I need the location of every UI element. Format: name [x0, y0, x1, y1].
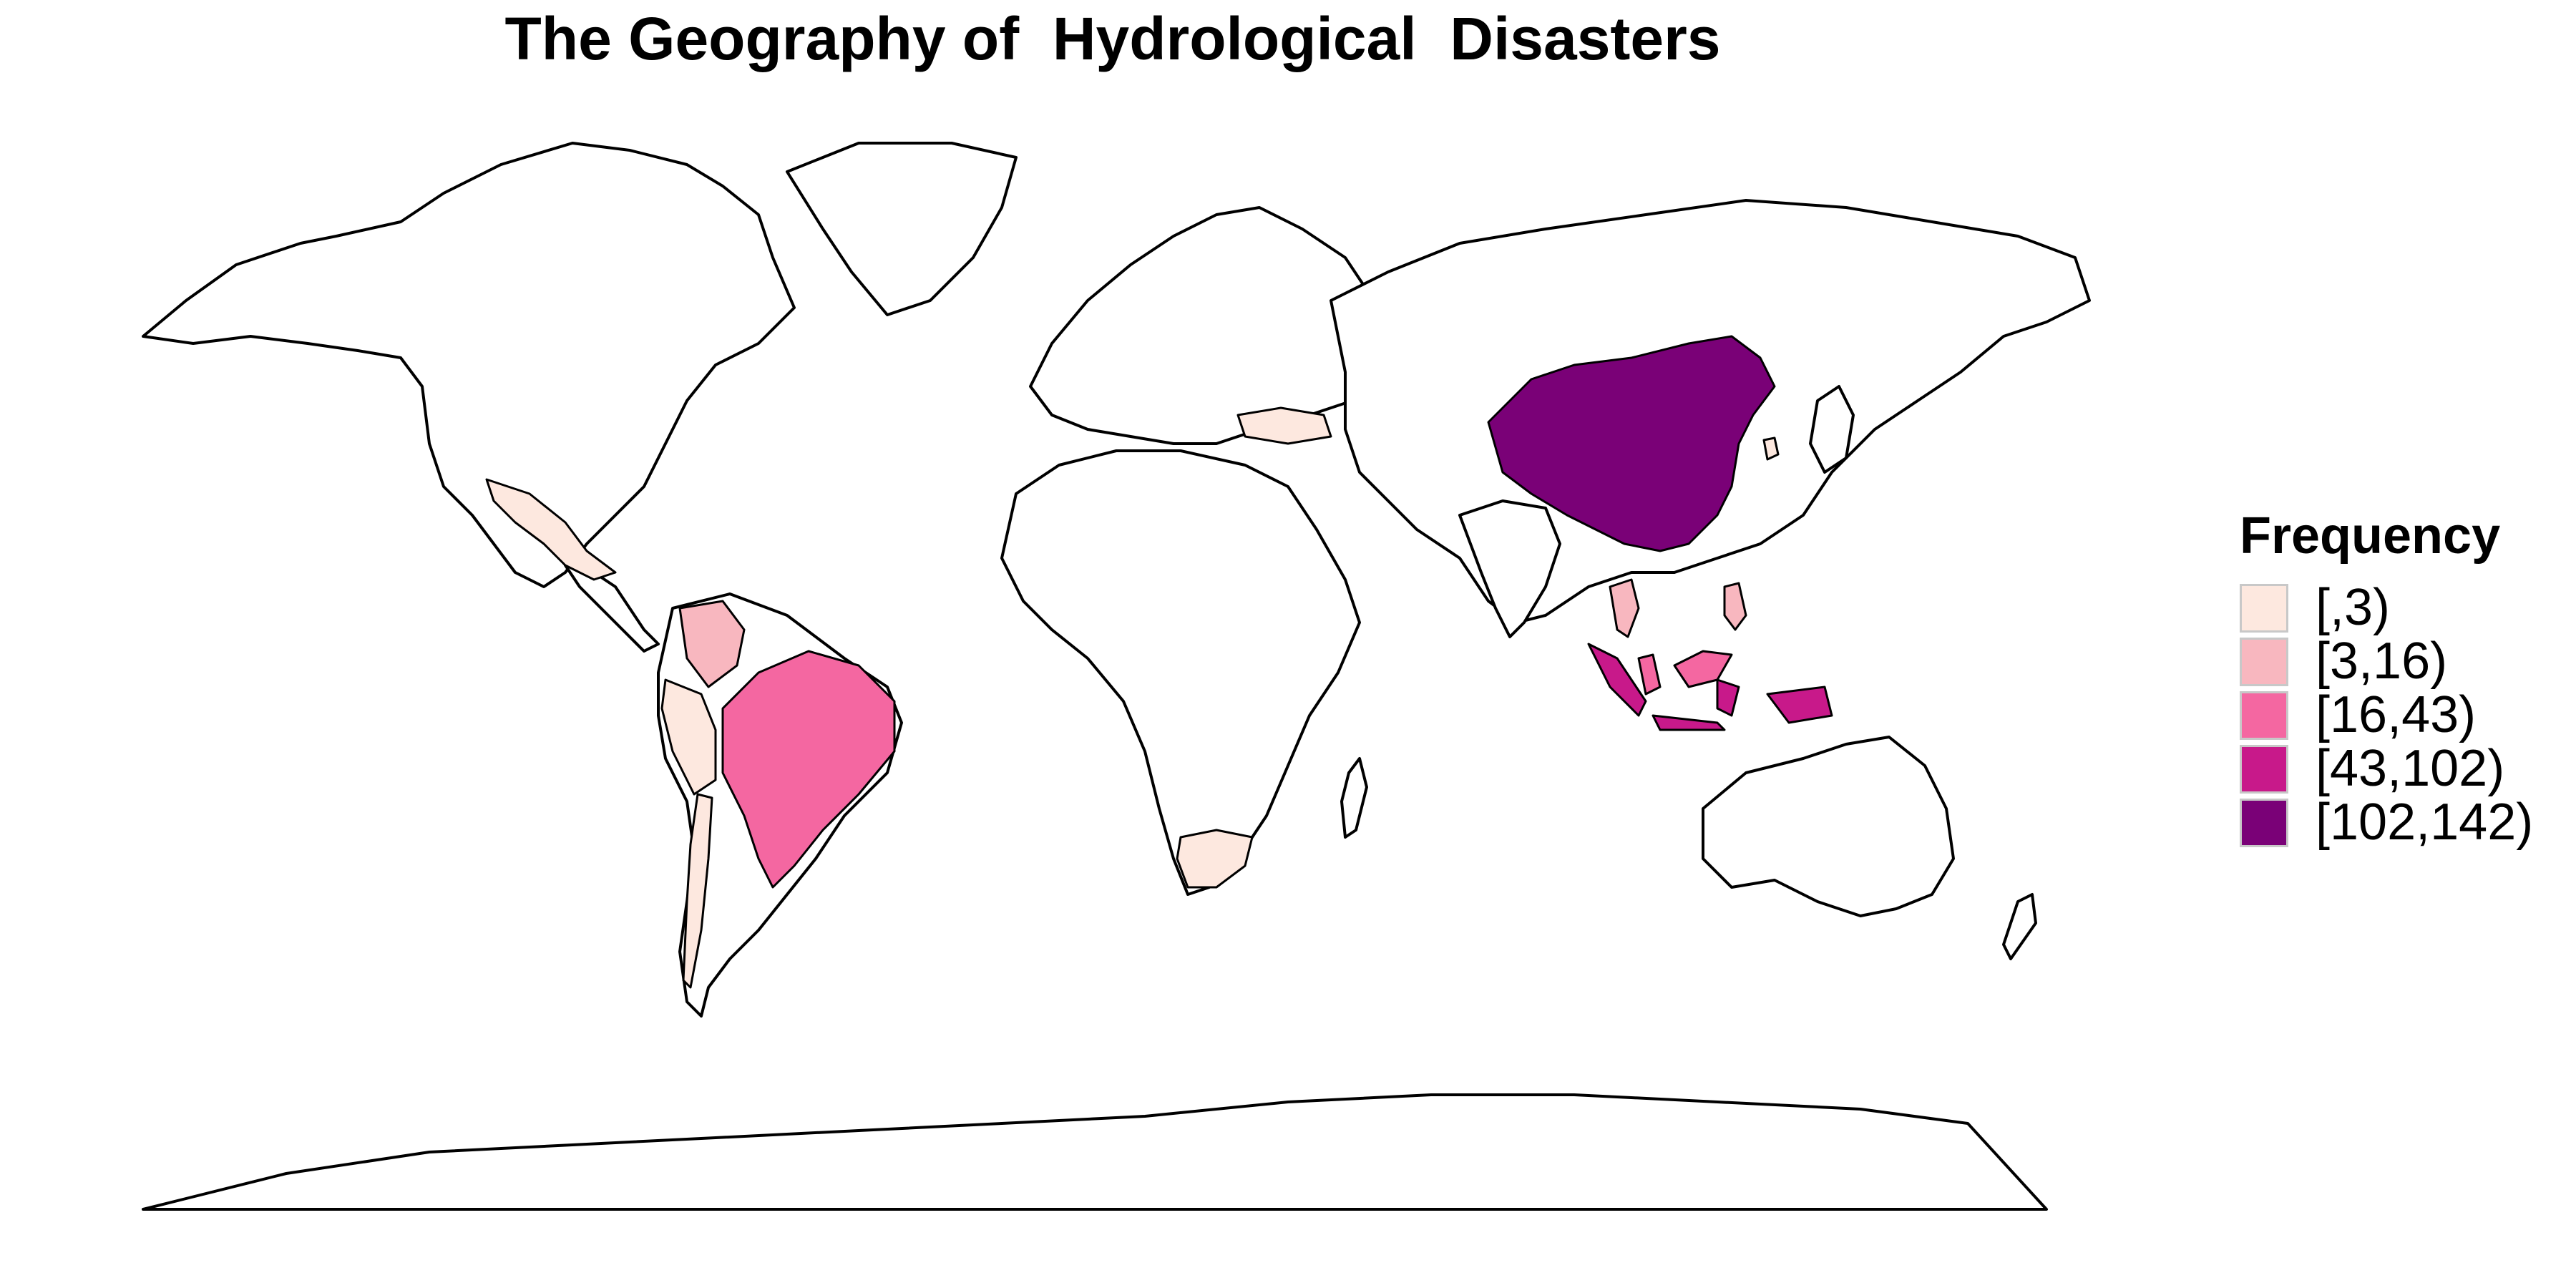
region-south-korea: [1762, 436, 1780, 461]
region-china: [1487, 335, 1776, 552]
region-philippines: [1723, 582, 1747, 631]
legend-item: [3,16): [2240, 635, 2569, 688]
legend-swatch: [2240, 691, 2288, 740]
legend-label: [3,16): [2316, 633, 2448, 690]
legend-label: [43,102): [2316, 740, 2505, 797]
antarctica-outline: [142, 1093, 2048, 1211]
region-chile: [682, 793, 713, 989]
highlighted-countries: [485, 335, 1833, 989]
region-indonesia: [1587, 643, 1833, 731]
region-thailand: [1609, 578, 1640, 638]
india-outline: [1458, 499, 1561, 638]
legend-item: [16,43): [2240, 688, 2569, 742]
legend: Frequency [,3) [3,16) [16,43) [43,102) […: [2240, 507, 2569, 849]
region-malaysia: [1637, 650, 1733, 696]
region-turkey: [1236, 406, 1332, 445]
north-america-outline: [142, 142, 796, 588]
japan-outline: [1809, 385, 1855, 474]
legend-swatch: [2240, 798, 2288, 847]
australia-outline: [1702, 736, 1955, 917]
legend-item: [,3): [2240, 581, 2569, 635]
legend-swatch: [2240, 583, 2288, 633]
legend-item: [102,142): [2240, 796, 2569, 849]
greenland-outline: [786, 142, 1018, 316]
central-america-outline: [564, 564, 660, 653]
legend-label: [16,43): [2316, 686, 2477, 743]
africa-outline: [1000, 449, 1361, 896]
legend-label: [,3): [2316, 579, 2391, 636]
landmass-outlines: [142, 142, 2091, 1211]
new-zealand-outline: [2002, 893, 2037, 960]
madagascar-outline: [1340, 757, 1368, 839]
region-peru: [660, 678, 717, 796]
map-title: The Geography of Hydrological Disasters: [504, 5, 1721, 72]
region-south-africa: [1176, 829, 1254, 889]
legend-item: [43,102): [2240, 742, 2569, 796]
legend-title: Frequency: [2240, 507, 2501, 565]
legend-swatch: [2240, 637, 2288, 686]
region-mexico: [485, 478, 617, 581]
region-brazil: [721, 650, 896, 889]
legend-swatch: [2240, 744, 2288, 794]
world-map: [142, 142, 2091, 1211]
region-colombia: [678, 600, 746, 688]
legend-label: [102,142): [2316, 794, 2534, 851]
